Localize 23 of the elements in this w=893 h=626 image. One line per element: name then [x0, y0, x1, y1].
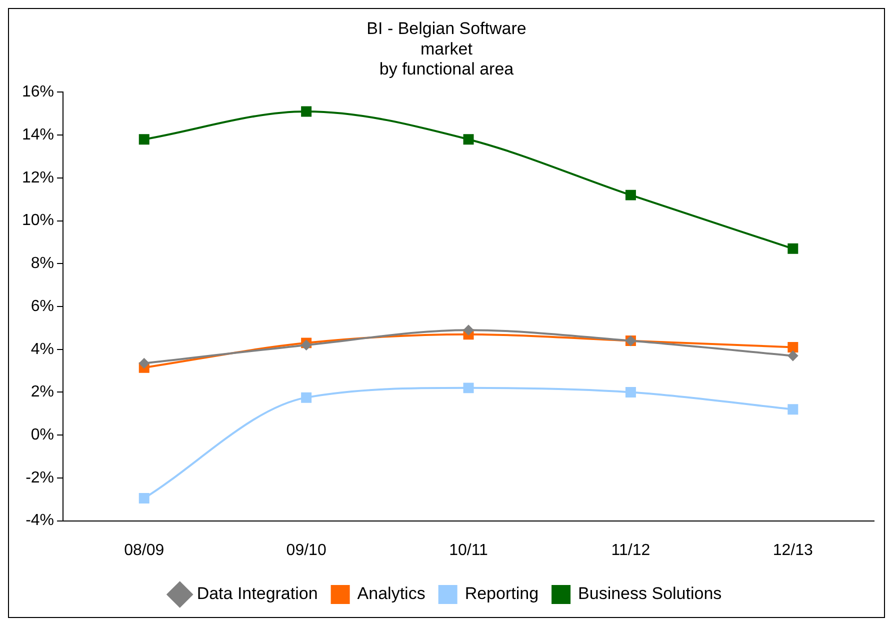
y-tick-label: 10%: [22, 212, 54, 230]
x-tick-label: 11/12: [611, 542, 650, 559]
text: BI - Belgian Software: [366, 18, 526, 38]
legend-label: Analytics: [357, 584, 426, 604]
text: market: [420, 39, 472, 58]
x-tick-label: 08/09: [124, 542, 164, 559]
y-tick-label: 0%: [30, 426, 54, 444]
x-tick-label: 10/11: [449, 542, 488, 559]
y-tick-label: 8%: [30, 255, 54, 272]
text: by functional area: [379, 60, 514, 79]
y-tick-label: 14%: [22, 126, 54, 144]
y-tick-label: -4%: [26, 512, 54, 530]
x-tick-label: 09/10: [286, 542, 326, 559]
y-tick-label: 16%: [22, 84, 54, 101]
y-tick-label: 2%: [30, 384, 54, 401]
y-tick-label: -2%: [26, 469, 54, 486]
y-tick-label: 12%: [22, 169, 54, 186]
legend-label: Data Integration: [196, 584, 318, 604]
x-tick-label: 12/13: [772, 542, 814, 559]
y-tick-label: 6%: [30, 298, 54, 315]
legend-label: Reporting: [464, 584, 539, 604]
y-tick-label: 4%: [30, 340, 54, 358]
legend-label: Business Solutions: [578, 584, 722, 604]
